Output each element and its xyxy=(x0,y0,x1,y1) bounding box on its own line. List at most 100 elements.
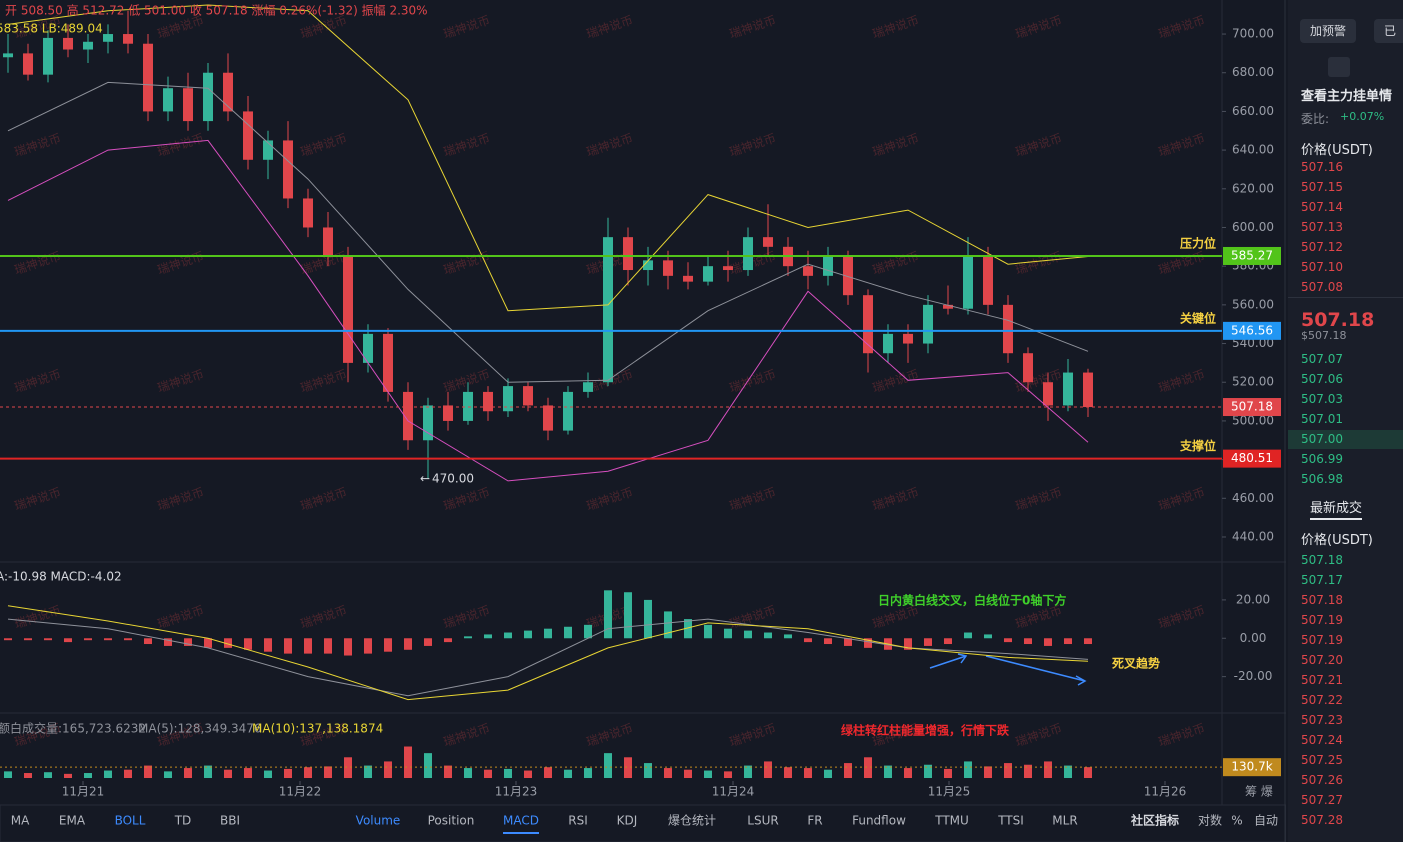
indicator-tab[interactable]: TTSI xyxy=(997,814,1024,828)
watermark: 瑞神说币 xyxy=(1156,720,1206,749)
volume-bar xyxy=(344,757,352,778)
indicator-tab[interactable]: Fundflow xyxy=(852,814,906,828)
ask-price: 507.13 xyxy=(1301,220,1343,234)
watermark: 瑞神说币 xyxy=(12,366,62,395)
macd-bar xyxy=(264,638,272,652)
tool-button[interactable]: 自动 xyxy=(1254,814,1278,828)
volume-bar xyxy=(424,753,432,778)
volume-bar xyxy=(844,763,852,778)
tab-underline xyxy=(1310,518,1362,520)
watermark: 瑞神说币 xyxy=(870,130,920,159)
indicator-tab[interactable]: TTMU xyxy=(934,814,969,828)
indicator-tab[interactable]: FR xyxy=(807,814,822,828)
volume-bar xyxy=(944,768,952,778)
macd-bar xyxy=(224,638,232,648)
tool-button[interactable]: 对数 xyxy=(1198,813,1222,828)
watermark: 瑞神说币 xyxy=(155,248,205,277)
indicator-tab[interactable]: EMA xyxy=(59,814,86,828)
button[interactable]: 已 xyxy=(1374,19,1403,43)
volume-bar xyxy=(644,763,652,778)
macd-bar xyxy=(84,638,92,641)
candle-body xyxy=(403,391,413,441)
bid-price: 507.07 xyxy=(1301,352,1343,366)
candle-body xyxy=(743,237,753,271)
ask-price: 507.15 xyxy=(1301,180,1343,194)
volume-bar xyxy=(904,768,912,778)
volume-bar xyxy=(764,761,772,778)
indicator-tab[interactable]: Position xyxy=(428,814,475,828)
indicator-tab[interactable]: 爆仓统计 xyxy=(668,814,716,828)
macd-bar xyxy=(664,611,672,639)
watermark: 瑞神说币 xyxy=(298,484,348,513)
indicator-tab[interactable]: BBI xyxy=(220,814,240,828)
indicator-tab[interactable]: LSUR xyxy=(747,814,778,828)
column-header: 价格(USDT) xyxy=(1301,533,1373,548)
indicator-readout: 开 508.50 高 512.72 低 501.00 收 507.18 涨幅 0… xyxy=(5,3,428,18)
icon-row xyxy=(1328,57,1350,77)
macd-bar xyxy=(1044,638,1052,646)
candle-body xyxy=(83,41,93,50)
indicator-tab[interactable]: KDJ xyxy=(617,814,638,828)
watermark: 瑞神说币 xyxy=(584,130,634,159)
arrow xyxy=(929,653,968,669)
candle-body xyxy=(983,256,993,305)
watermark: 瑞神说币 xyxy=(870,12,920,41)
candle-body xyxy=(143,43,153,112)
indicator-line xyxy=(7,4,1089,312)
candle-body xyxy=(363,333,373,363)
candle-body xyxy=(303,198,313,228)
indicator-tab[interactable]: MACD xyxy=(503,814,539,828)
y-tick-label: -20.00 xyxy=(1234,669,1273,683)
y-tick-label: 0.00 xyxy=(1240,631,1267,645)
watermark: 瑞神说币 xyxy=(441,248,491,277)
indicator-tab[interactable]: RSI xyxy=(568,814,588,828)
ask-price: 507.16 xyxy=(1301,160,1343,174)
level-name: 支撑位 xyxy=(1179,438,1216,453)
candle-body xyxy=(963,256,973,309)
watermark: 瑞神说币 xyxy=(441,720,491,749)
macd-bar xyxy=(944,638,952,645)
macd-bar xyxy=(24,638,32,641)
button[interactable]: 加预警 xyxy=(1300,19,1357,43)
candle-body xyxy=(123,34,133,44)
macd-bar xyxy=(804,638,812,643)
macd-bar xyxy=(124,638,132,641)
candle-body xyxy=(903,333,913,344)
watermark: 瑞神说币 xyxy=(727,130,777,159)
indicator-tab[interactable]: TD xyxy=(174,814,192,828)
indicator-tab[interactable]: Volume xyxy=(356,814,401,828)
volume-bar xyxy=(864,757,872,778)
candle-body xyxy=(443,405,453,421)
macd-bar xyxy=(924,638,932,646)
indicator-tab[interactable]: MLR xyxy=(1052,814,1077,828)
watermark: 瑞神说币 xyxy=(584,12,634,41)
watermark: 瑞神说币 xyxy=(298,130,348,159)
divider xyxy=(1288,297,1403,298)
ask-price: 507.14 xyxy=(1301,200,1343,214)
candle-body xyxy=(603,237,613,383)
macd-bar xyxy=(64,638,72,643)
indicator-tab[interactable]: MA xyxy=(11,814,30,828)
candle-body xyxy=(703,266,713,282)
annotation-arrows xyxy=(929,653,1087,686)
trade-price: 507.19 xyxy=(1301,633,1343,647)
candle-body xyxy=(3,53,13,58)
candle-body xyxy=(1003,304,1013,354)
trade-price: 507.28 xyxy=(1301,813,1343,827)
tool-button[interactable]: 社区指标 xyxy=(1130,813,1179,828)
candle-body xyxy=(203,72,213,122)
price-tag xyxy=(1223,398,1281,417)
candle-body xyxy=(183,88,193,122)
indicator-tab[interactable]: BOLL xyxy=(115,814,146,828)
macd-bar xyxy=(644,599,652,639)
macd-bar xyxy=(4,638,12,641)
candle-body xyxy=(1063,372,1073,406)
watermark: 瑞神说币 xyxy=(1156,484,1206,513)
trade-price: 507.18 xyxy=(1301,593,1343,607)
tool-button[interactable]: % xyxy=(1231,814,1242,828)
watermark: 瑞神说币 xyxy=(870,366,920,395)
watermark: 瑞神说币 xyxy=(441,12,491,41)
indicator-readout: MA(10):137,138.1874 xyxy=(252,722,383,736)
trade-price: 507.27 xyxy=(1301,793,1343,807)
macd-bar xyxy=(744,630,752,639)
